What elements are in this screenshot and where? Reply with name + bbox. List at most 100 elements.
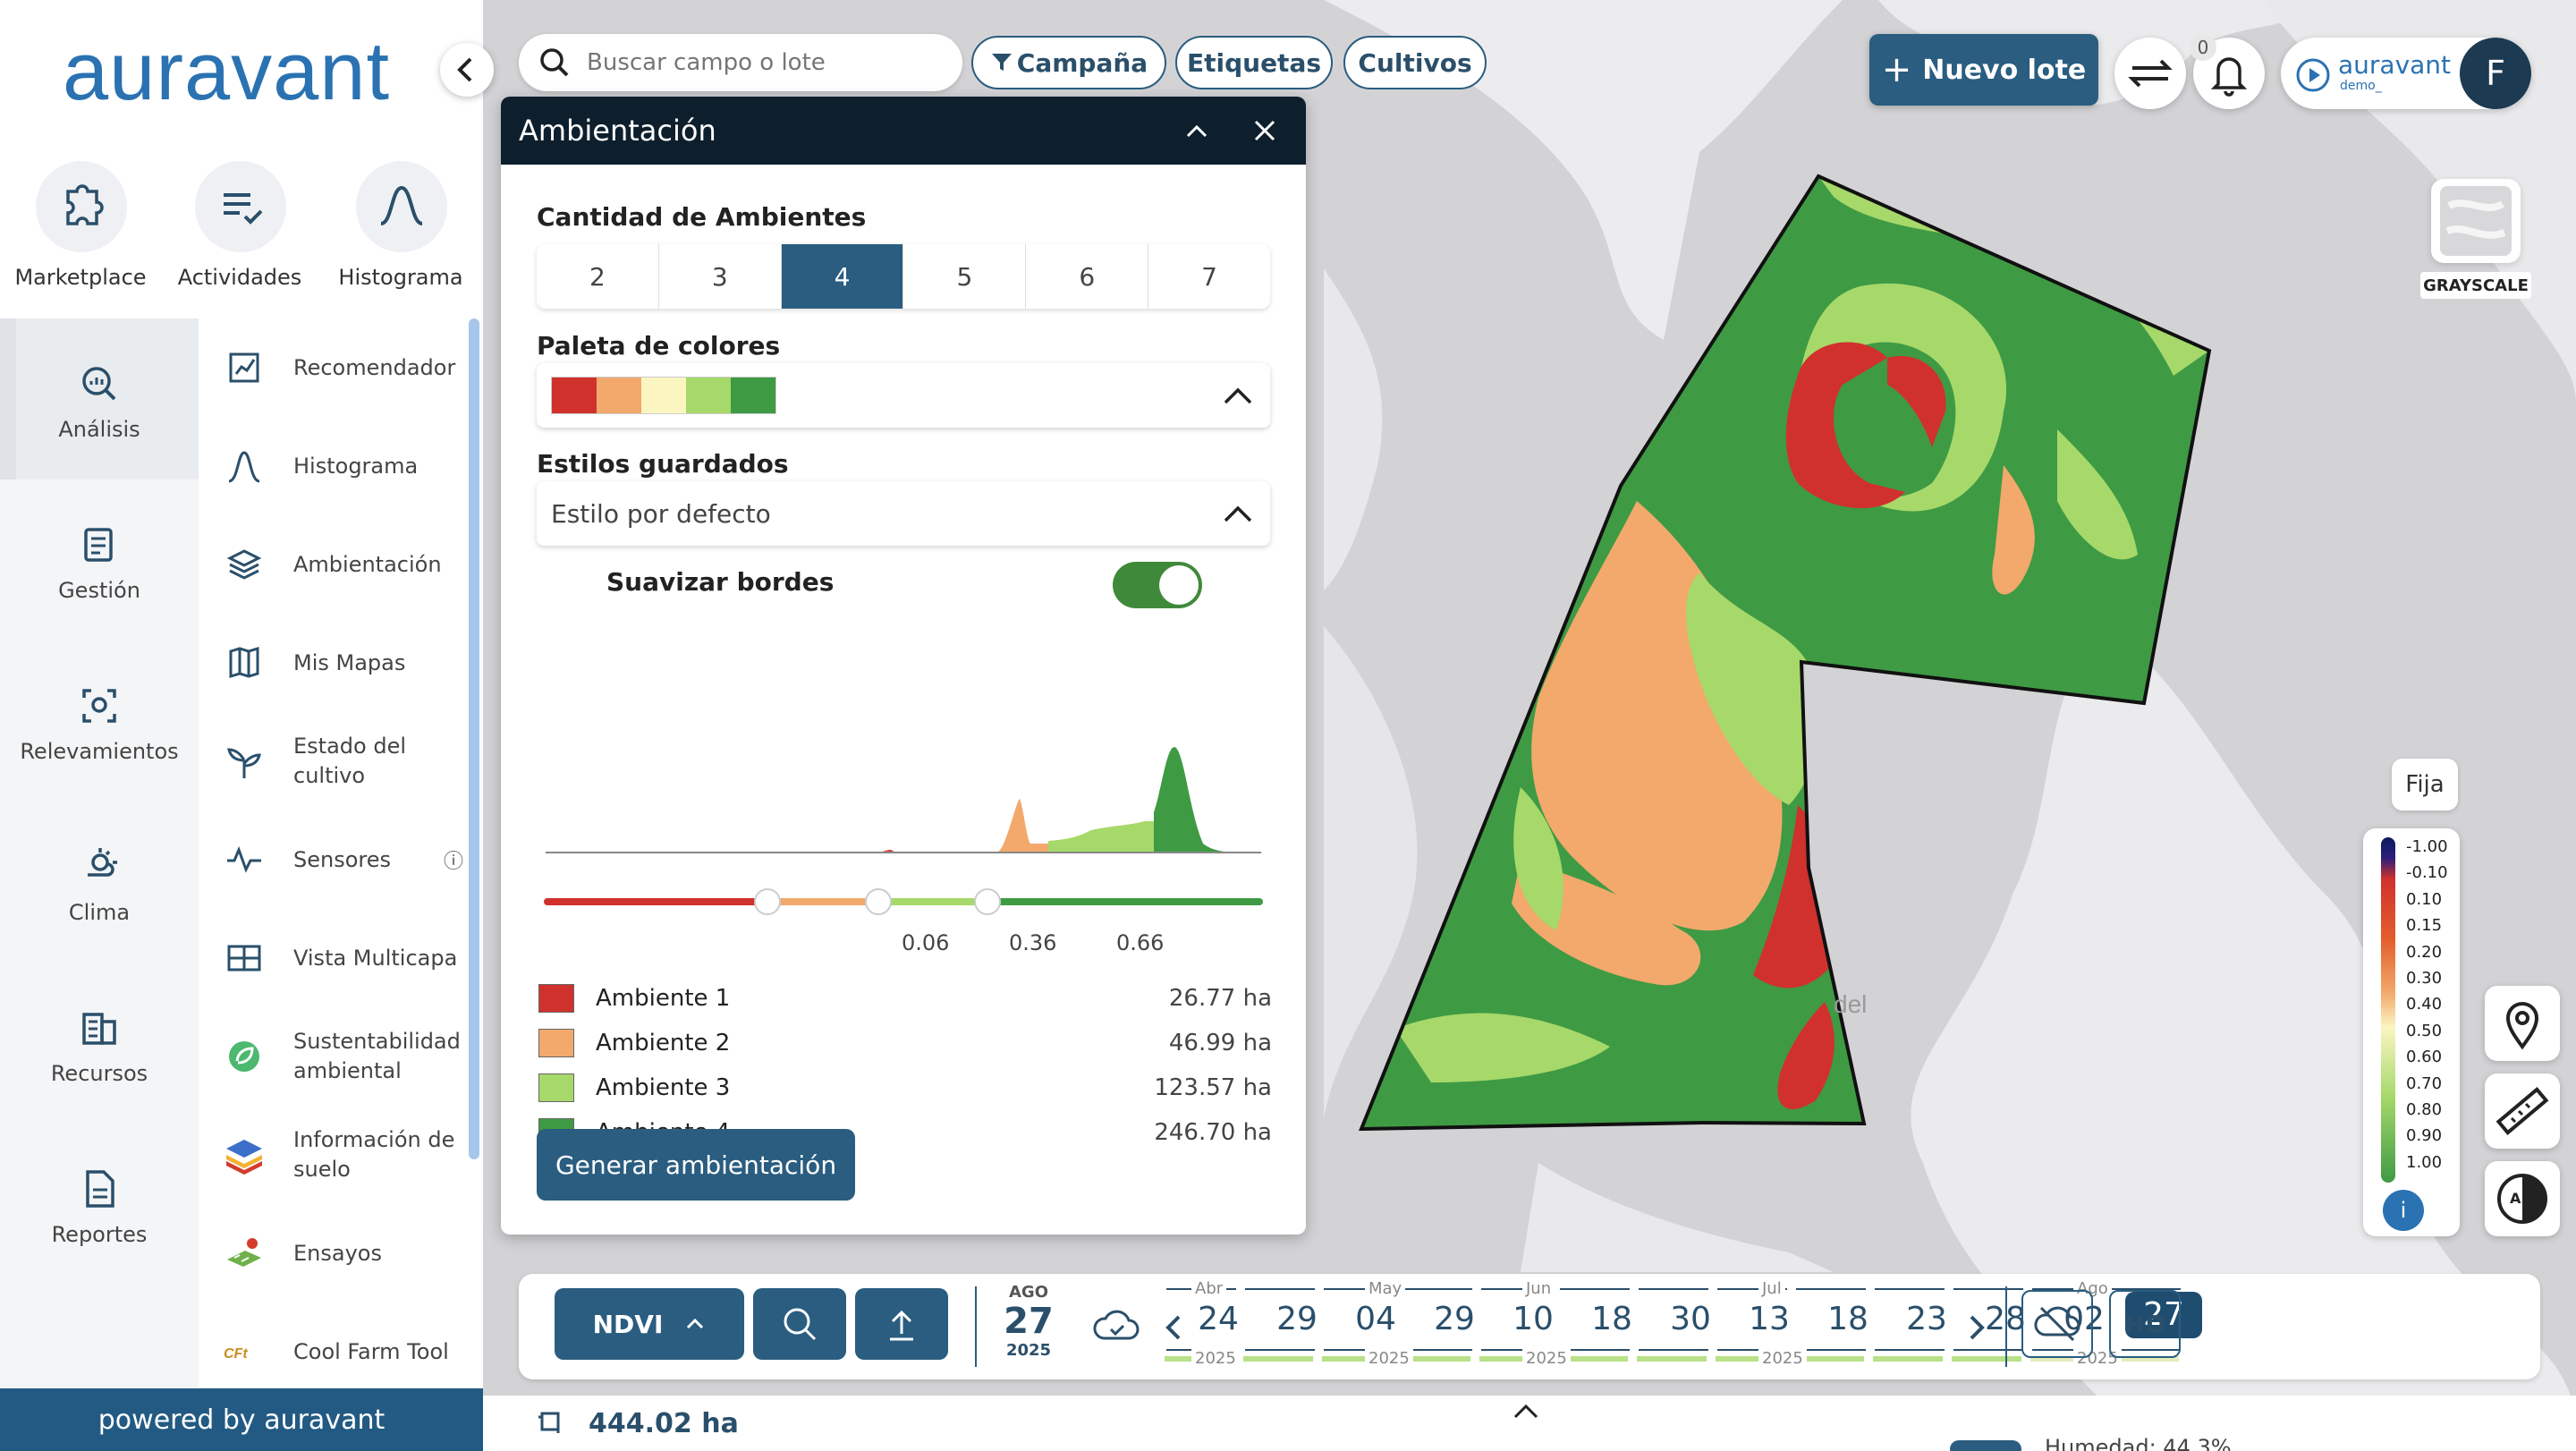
swap-arrows-icon [2128, 59, 2173, 88]
generate-ambientacion-button[interactable]: Generar ambientación [537, 1129, 855, 1201]
scale-fixed-toggle[interactable]: Fija [2392, 759, 2458, 810]
layers-icon [226, 549, 262, 580]
histograma-top-button[interactable] [356, 161, 447, 252]
count-option-6[interactable]: 6 [1026, 244, 1149, 309]
zone-swatch [538, 984, 574, 1013]
current-date: AGO 27 2025 [1004, 1283, 1054, 1360]
date-quality-bar [2030, 1356, 2100, 1362]
timeline-rule [1245, 1288, 1315, 1290]
date-item[interactable]: 29 [1434, 1301, 1475, 1337]
category-analisis[interactable]: Análisis [0, 361, 199, 442]
date-quality-bar [1401, 1356, 1470, 1362]
saved-styles-dropdown[interactable]: Estilo por defecto [537, 481, 1270, 546]
histogram-chart [546, 747, 1261, 853]
count-option-2[interactable]: 2 [537, 244, 659, 309]
account-brand: auravant [2338, 50, 2452, 80]
chevron-left-icon [457, 57, 472, 82]
sub-item-histograma[interactable]: Histograma [222, 435, 418, 497]
new-lot-button[interactable]: + Nuevo lote [1869, 34, 2098, 106]
zoom-search-button[interactable] [753, 1288, 846, 1360]
category-recursos[interactable]: Recursos [0, 1006, 199, 1086]
info-icon[interactable]: ⓘ [443, 851, 463, 873]
category-relevamientos[interactable]: Relevamientos [0, 683, 199, 764]
upload-button[interactable] [855, 1288, 948, 1360]
date-item[interactable]: 29 [1276, 1301, 1318, 1337]
timeline-year: 2025 [1758, 1349, 1807, 1368]
date-item[interactable]: 04 [1355, 1301, 1396, 1337]
close-icon[interactable] [1249, 115, 1281, 147]
avatar: F [2460, 38, 2531, 109]
category-reportes[interactable]: Reportes [0, 1167, 199, 1247]
compare-ab-button[interactable]: A B [2485, 1161, 2560, 1236]
swap-button[interactable] [2114, 38, 2186, 109]
actividades-label: Actividades [177, 265, 302, 290]
sub-item-ambientacion[interactable]: Ambientación [222, 533, 442, 596]
sub-item-sensores[interactable]: Sensores ⓘ [222, 828, 463, 891]
cloud-filter-button[interactable] [2021, 1290, 2093, 1358]
date-item[interactable]: 18 [1591, 1301, 1632, 1337]
account-menu[interactable]: auravant demo_ F [2281, 38, 2531, 109]
timeline-rule [1481, 1288, 1551, 1290]
slider-handle-3[interactable] [974, 888, 1001, 915]
plus-icon: + [1881, 49, 1912, 90]
palette-dropdown[interactable] [537, 363, 1270, 428]
chevron-left-icon[interactable] [1159, 1310, 1186, 1345]
chevron-right-icon[interactable] [1964, 1310, 1991, 1345]
grayscale-toggle[interactable] [2431, 179, 2521, 263]
category-gestion[interactable]: Gestión [0, 522, 199, 603]
recommender-icon [229, 352, 259, 383]
timeline-rule [1717, 1288, 1787, 1290]
sub-item-ensayos[interactable]: Ensayos [222, 1222, 382, 1285]
measure-button[interactable] [2485, 1073, 2560, 1149]
date-item[interactable]: 30 [1670, 1301, 1711, 1337]
slider-handle-1[interactable] [754, 888, 781, 915]
campana-filter-button[interactable]: Campaña [971, 36, 1166, 89]
search-input[interactable] [587, 49, 945, 76]
slider-handle-2[interactable] [865, 888, 892, 915]
collapse-sidebar-button[interactable] [440, 43, 494, 97]
sub-item-cool-farm-tool[interactable]: CFt Cool Farm Tool [222, 1320, 449, 1383]
search-bar[interactable] [519, 34, 962, 91]
chevron-up-icon[interactable] [1181, 115, 1213, 147]
actividades-button[interactable] [195, 161, 286, 252]
count-option-5[interactable]: 5 [903, 244, 1027, 309]
play-circle-icon [2296, 58, 2330, 92]
timeline-rule [1324, 1349, 1394, 1351]
account-sub: demo_ [2340, 79, 2382, 93]
date-item-selected[interactable]: 27 [2125, 1292, 2202, 1338]
info-icon[interactable]: i [2383, 1190, 2424, 1231]
threshold-slider[interactable] [537, 884, 1270, 920]
count-option-3[interactable]: 3 [658, 244, 782, 309]
smooth-edges-toggle[interactable] [1113, 562, 1202, 608]
map-pin-icon [2505, 1002, 2539, 1050]
date-item[interactable]: 18 [1827, 1301, 1868, 1337]
sub-item-mis-mapas[interactable]: Mis Mapas [222, 632, 405, 694]
count-option-4[interactable]: 4 [781, 244, 904, 309]
layer-select-button[interactable]: NDVI [555, 1288, 744, 1360]
timeline-rule [1953, 1349, 2023, 1351]
date-item[interactable]: 23 [1906, 1301, 1947, 1337]
sub-item-estado-cultivo[interactable]: Estado del cultivo [222, 730, 410, 793]
etiquetas-filter-button[interactable]: Etiquetas [1175, 36, 1333, 89]
chevron-up-icon[interactable] [1508, 1397, 1544, 1424]
date-item[interactable]: 24 [1198, 1301, 1239, 1337]
cultivos-filter-button[interactable]: Cultivos [1343, 36, 1487, 89]
count-option-7[interactable]: 7 [1148, 244, 1270, 309]
category-clima[interactable]: Clima [0, 844, 199, 925]
sub-item-sustentabilidad[interactable]: Sustentabilidad ambiental [222, 1025, 463, 1088]
sub-item-vista-multicapa[interactable]: Vista Multicapa [222, 927, 457, 989]
date-item[interactable]: 13 [1749, 1301, 1790, 1337]
survey-icon [82, 689, 116, 723]
hd-button[interactable]: HD [2109, 1290, 2181, 1358]
sidebar: auravant Marketplace Actividades Histogr… [0, 0, 483, 1451]
date-item[interactable]: 02 [2063, 1301, 2105, 1337]
sub-item-info-suelo[interactable]: Información de suelo [222, 1124, 463, 1186]
sidebar-scrollbar[interactable] [469, 318, 479, 1159]
sub-item-recomendador[interactable]: Recomendador [222, 336, 455, 399]
location-button[interactable] [2485, 986, 2560, 1061]
cloud-check-icon[interactable] [1091, 1304, 1141, 1349]
date-item[interactable]: 10 [1513, 1301, 1554, 1337]
marketplace-button[interactable] [36, 161, 127, 252]
styles-label: Estilos guardados [537, 449, 789, 479]
